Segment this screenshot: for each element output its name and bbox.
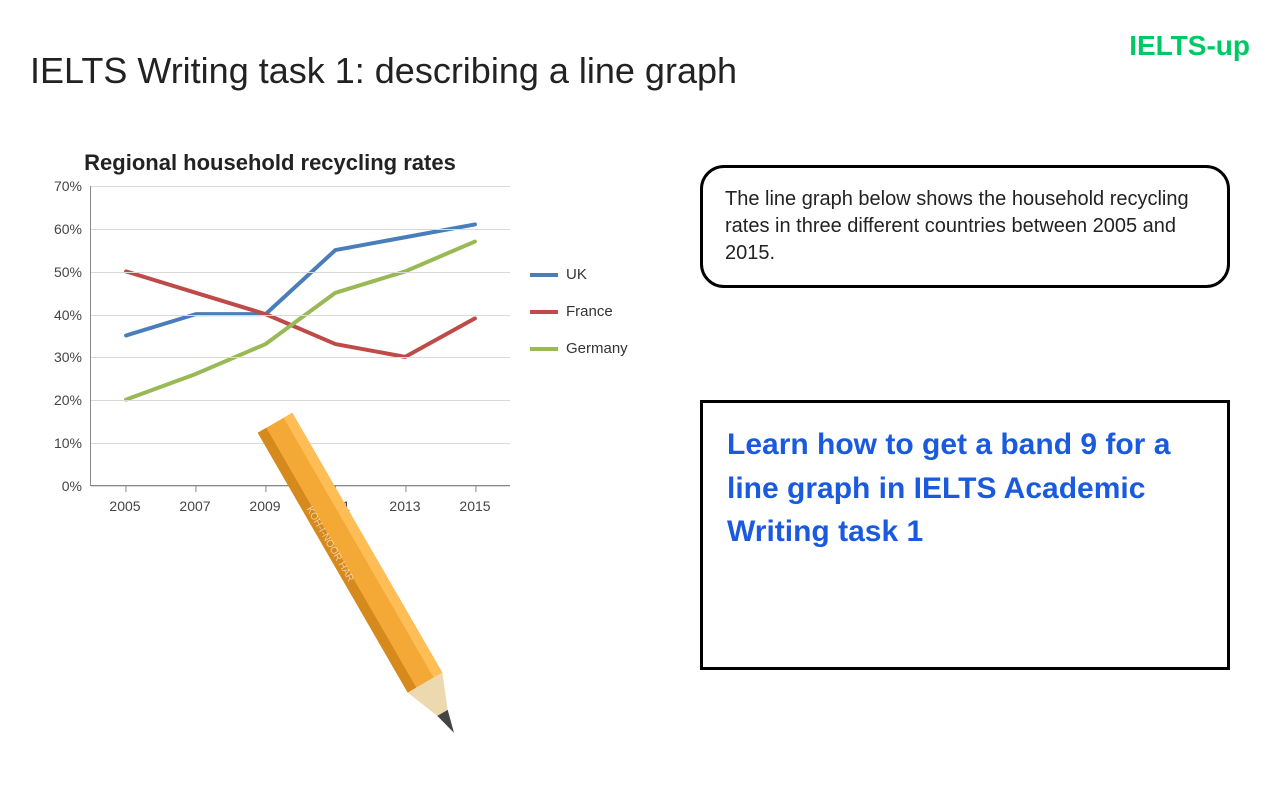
chart-gridline [91,357,510,358]
y-tick-label: 20% [54,392,82,408]
legend-swatch [530,310,558,314]
legend-swatch [530,347,558,351]
learn-box: Learn how to get a band 9 for a line gra… [700,400,1230,670]
chart-x-axis: 2005 2007 2009 2011 2013 2015 [90,486,510,536]
legend-label: France [566,303,613,320]
pencil-wood [408,673,468,736]
description-box: The line graph below shows the household… [700,165,1230,288]
chart-gridline [91,315,510,316]
chart-gridline [91,443,510,444]
y-tick-label: 0% [62,478,82,494]
legend-item-germany: Germany [530,340,628,357]
chart-gridline [91,186,510,187]
chart-title: Regional household recycling rates [30,150,510,176]
y-tick-label: 10% [54,435,82,451]
y-tick-label: 60% [54,221,82,237]
legend-item-france: France [530,303,628,320]
chart-plot-area: 0%10%20%30%40%50%60%70% 2005200720092011… [30,186,670,546]
y-tick-label: 40% [54,307,82,323]
chart-plot [90,186,510,486]
chart-gridline [91,229,510,230]
chart-legend: UK France Germany [530,266,628,377]
legend-swatch [530,273,558,277]
x-tick-label: 2009 [249,494,280,514]
y-tick-label: 50% [54,264,82,280]
x-tick-label: 2013 [389,494,420,514]
chart-lines-svg [91,186,510,485]
chart-block: Regional household recycling rates 0% 10%… [30,150,670,546]
page-title: IELTS Writing task 1: describing a line … [30,50,737,92]
y-tick-label: 30% [54,349,82,365]
x-tick-label: 2005 [109,494,140,514]
chart-gridline [91,272,510,273]
x-tick-label: 2011 [320,494,350,514]
legend-label: UK [566,266,587,283]
pencil-tip [437,710,459,736]
legend-label: Germany [566,340,628,357]
x-tick-label: 2007 [179,494,210,514]
x-tick-label: 2015 [459,494,490,514]
legend-item-uk: UK [530,266,628,283]
y-tick-label: 70% [54,178,82,194]
brand-logo: IELTS-up [1129,30,1250,62]
chart-y-axis: 0%10%20%30%40%50%60%70% [30,186,90,486]
chart-gridline [91,400,510,401]
